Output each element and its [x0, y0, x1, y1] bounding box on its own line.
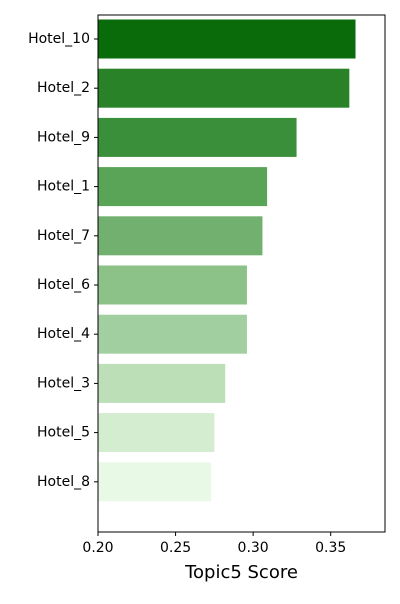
bar-hotel-3 — [98, 363, 226, 403]
x-tick-label: 0.35 — [315, 540, 346, 556]
x-axis-label: Topic5 Score — [184, 562, 298, 583]
bar-hotel-1 — [98, 167, 268, 207]
category-label: Hotel_10 — [28, 31, 90, 47]
x-tick-label: 0.20 — [82, 540, 113, 556]
category-labels: Hotel_10 Hotel_2 Hotel_9 Hotel_1 Hotel_7 Hote… — [28, 31, 98, 490]
category-label: Hotel_1 — [37, 179, 90, 195]
bar-hotel-6 — [98, 265, 247, 305]
category-label: Hotel_2 — [37, 80, 90, 96]
bar-hotel-2 — [98, 68, 350, 108]
x-axis-ticks: 0.20 0.25 0.30 0.35 — [82, 532, 346, 556]
bar-hotel-4 — [98, 314, 247, 354]
category-label: Hotel_8 — [37, 474, 90, 490]
x-tick-label: 0.25 — [160, 540, 191, 556]
category-label: Hotel_7 — [37, 228, 90, 244]
bar-hotel-8 — [98, 462, 212, 502]
category-label: Hotel_4 — [37, 326, 90, 342]
category-label: Hotel_5 — [37, 425, 90, 441]
bar-hotel-7 — [98, 216, 263, 256]
category-label: Hotel_9 — [37, 129, 90, 145]
category-label: Hotel_6 — [37, 277, 90, 293]
bar-hotel-5 — [98, 413, 215, 453]
plot-frame — [97, 14, 386, 533]
bars-layer — [98, 19, 356, 502]
x-tick-label: 0.30 — [238, 540, 269, 556]
bar-hotel-9 — [98, 117, 297, 157]
category-label: Hotel_3 — [37, 375, 90, 391]
bar-hotel-10 — [98, 19, 356, 59]
